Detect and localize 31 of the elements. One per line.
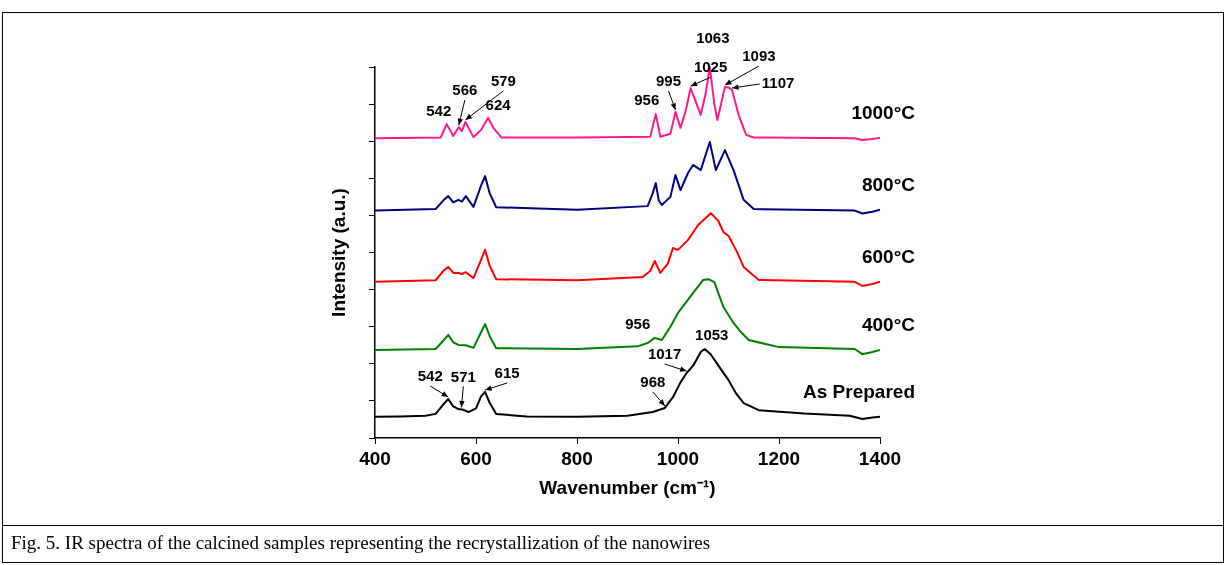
series-label: 800°C: [861, 174, 916, 196]
annotation: 615: [494, 364, 520, 382]
annotation: 1017: [647, 345, 682, 363]
annotation: 956: [625, 314, 651, 332]
series-label: As Prepared: [803, 381, 915, 403]
annotation: 542: [426, 102, 452, 120]
annotation: 1093: [742, 47, 776, 65]
series-label: 600°C: [861, 246, 916, 268]
series-label: 1000°C: [851, 102, 916, 124]
caption: Fig. 5. IR spectra of the calcined samples representing the recrystallization of the nanowires: [3, 525, 1223, 554]
annotation: 1053: [695, 326, 729, 344]
y-axis-title: Intensity (a.u.): [327, 188, 349, 317]
annotation: 1107: [761, 74, 795, 92]
annotation: 624: [485, 95, 512, 113]
annotation: 1063: [696, 29, 730, 47]
annotation: 956: [634, 91, 660, 109]
x-axis-title: Wavenumber (cm⁻¹): [539, 476, 716, 498]
annotation: 968: [640, 373, 666, 391]
annotation: 579: [490, 72, 516, 90]
x-tick-label: 800: [561, 447, 593, 469]
annotation: 571: [450, 367, 476, 385]
annotation: 542: [417, 367, 443, 385]
annotation: 566: [452, 81, 478, 99]
x-tick-label: 1200: [757, 447, 801, 469]
annotation: 995: [655, 72, 681, 90]
x-tick-label: 1400: [858, 447, 902, 469]
x-tick-label: 400: [359, 447, 391, 469]
x-tick-label: 1000: [656, 447, 700, 469]
series-label: 400°C: [861, 314, 916, 336]
x-tick-label: 600: [460, 447, 492, 469]
annotation: 1025: [693, 58, 728, 76]
